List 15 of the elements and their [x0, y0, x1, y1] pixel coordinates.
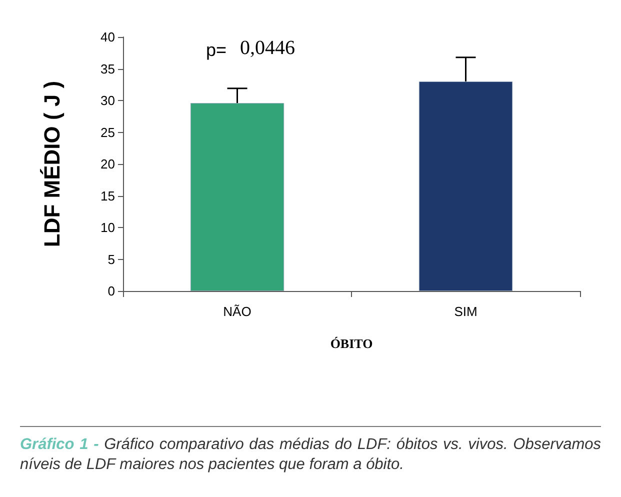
x-tick-label: NÃO	[223, 304, 252, 319]
x-axis-title: ÓBITO	[330, 336, 373, 351]
y-tick-label: 20	[100, 156, 115, 172]
y-tick-label: 40	[100, 30, 115, 44]
text: Gráfico 1 - Gráfico comparativo das médias do LDF: óbitos vs. vivos. Observamos níveis de LDF maiores nos pacientes que foram a óbito.	[20, 436, 602, 473]
y-tick-label: 35	[100, 61, 115, 76]
y-tick-label: 10	[100, 220, 115, 235]
y-tick-label: 5	[108, 252, 115, 267]
y-tick-label: 0	[108, 284, 115, 298]
y-tick-label: 30	[100, 93, 115, 108]
annotation: p= 0,0446	[206, 37, 295, 60]
y-tick-label: 15	[100, 188, 115, 204]
y-tick-label: 25	[100, 124, 115, 140]
x-tick-label: SIM	[454, 304, 478, 319]
y-axis-title: LDF MÉDIO ( J )	[40, 80, 64, 248]
